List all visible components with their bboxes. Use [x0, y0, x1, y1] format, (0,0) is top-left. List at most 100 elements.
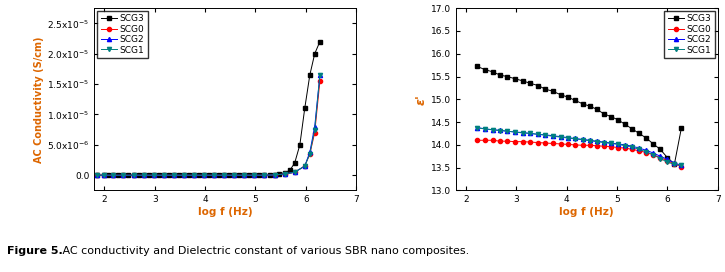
SCG0 — [534, 141, 543, 144]
SCG3 — [600, 112, 608, 116]
SCG0 — [240, 174, 249, 177]
SCG3 — [100, 174, 109, 177]
SCG3 — [124, 174, 133, 177]
Y-axis label: AC Conductivity (S/cm): AC Conductivity (S/cm) — [34, 36, 44, 163]
SCG2 — [592, 140, 601, 143]
SCG3 — [286, 169, 294, 172]
SCG2 — [571, 137, 579, 140]
SCG2 — [189, 174, 198, 177]
SCG0 — [592, 144, 601, 147]
SCG1 — [579, 138, 587, 141]
SCG1 — [305, 152, 314, 156]
SCG2 — [240, 174, 249, 177]
SCG2 — [109, 174, 117, 177]
SCG0 — [305, 152, 314, 156]
SCG0 — [585, 144, 594, 147]
SCG0 — [663, 159, 672, 162]
SCG1 — [290, 171, 299, 174]
X-axis label: log f (Hz): log f (Hz) — [560, 207, 614, 217]
SCG3 — [255, 174, 264, 177]
SCG2 — [548, 134, 557, 137]
SCG3 — [481, 68, 489, 71]
SCG3 — [519, 79, 528, 83]
SCG3 — [149, 174, 158, 177]
SCG2 — [496, 129, 505, 132]
SCG2 — [260, 174, 269, 177]
SCG1 — [613, 143, 622, 146]
SCG0 — [139, 174, 148, 177]
SCG0 — [260, 174, 269, 177]
SCG2 — [649, 152, 658, 155]
SCG3 — [204, 174, 213, 177]
SCG3 — [199, 174, 208, 177]
SCG0 — [489, 139, 497, 142]
SCG1 — [548, 135, 557, 138]
SCG1 — [300, 165, 309, 168]
Text: Figure 5.: Figure 5. — [7, 246, 63, 256]
SCG2 — [511, 131, 520, 134]
SCG1 — [621, 144, 629, 147]
SCG0 — [628, 148, 637, 151]
Line: SCG0: SCG0 — [476, 138, 684, 169]
SCG2 — [100, 174, 109, 177]
SCG2 — [180, 174, 189, 177]
SCG2 — [628, 145, 637, 148]
SCG0 — [656, 156, 665, 159]
Line: SCG1: SCG1 — [476, 126, 684, 168]
SCG2 — [149, 174, 158, 177]
SCG3 — [104, 174, 112, 177]
SCG3 — [628, 127, 637, 131]
SCG3 — [92, 174, 101, 177]
SCG2 — [310, 125, 319, 128]
SCG1 — [556, 135, 565, 139]
SCG3 — [592, 108, 601, 111]
Y-axis label: ε': ε' — [415, 94, 428, 105]
Text: AC conductivity and Dielectric constant of various SBR nano composites.: AC conductivity and Dielectric constant … — [59, 246, 470, 256]
X-axis label: log f (Hz): log f (Hz) — [198, 207, 252, 217]
SCG2 — [585, 139, 594, 142]
SCG0 — [541, 141, 550, 145]
SCG3 — [260, 174, 269, 177]
SCG1 — [496, 129, 505, 132]
SCG1 — [92, 174, 101, 177]
SCG2 — [473, 126, 482, 129]
SCG1 — [129, 174, 138, 177]
SCG2 — [129, 174, 138, 177]
SCG1 — [270, 173, 279, 177]
SCG3 — [109, 174, 117, 177]
SCG1 — [189, 174, 198, 177]
SCG2 — [670, 161, 679, 165]
SCG0 — [119, 174, 128, 177]
SCG2 — [160, 174, 168, 177]
SCG0 — [613, 146, 622, 149]
SCG2 — [92, 174, 101, 177]
SCG3 — [154, 174, 163, 177]
SCG0 — [635, 149, 644, 152]
SCG2 — [305, 150, 314, 154]
SCG2 — [600, 140, 608, 144]
SCG3 — [170, 174, 178, 177]
SCG0 — [526, 140, 534, 144]
SCG0 — [290, 171, 299, 174]
SCG3 — [160, 174, 168, 177]
Line: SCG3: SCG3 — [476, 64, 684, 166]
SCG3 — [649, 142, 658, 146]
SCG1 — [160, 174, 168, 177]
SCG1 — [473, 126, 482, 130]
SCG2 — [519, 131, 528, 134]
SCG3 — [541, 88, 550, 91]
SCG3 — [663, 156, 672, 159]
SCG3 — [677, 126, 686, 129]
SCG2 — [119, 174, 128, 177]
SCG0 — [600, 145, 608, 148]
SCG1 — [139, 174, 148, 177]
SCG0 — [270, 173, 279, 177]
SCG3 — [144, 174, 153, 177]
SCG2 — [656, 154, 665, 158]
SCG3 — [250, 174, 259, 177]
SCG1 — [649, 153, 658, 156]
SCG1 — [534, 133, 543, 136]
SCG3 — [265, 174, 274, 177]
SCG1 — [563, 136, 572, 140]
SCG0 — [315, 79, 324, 83]
